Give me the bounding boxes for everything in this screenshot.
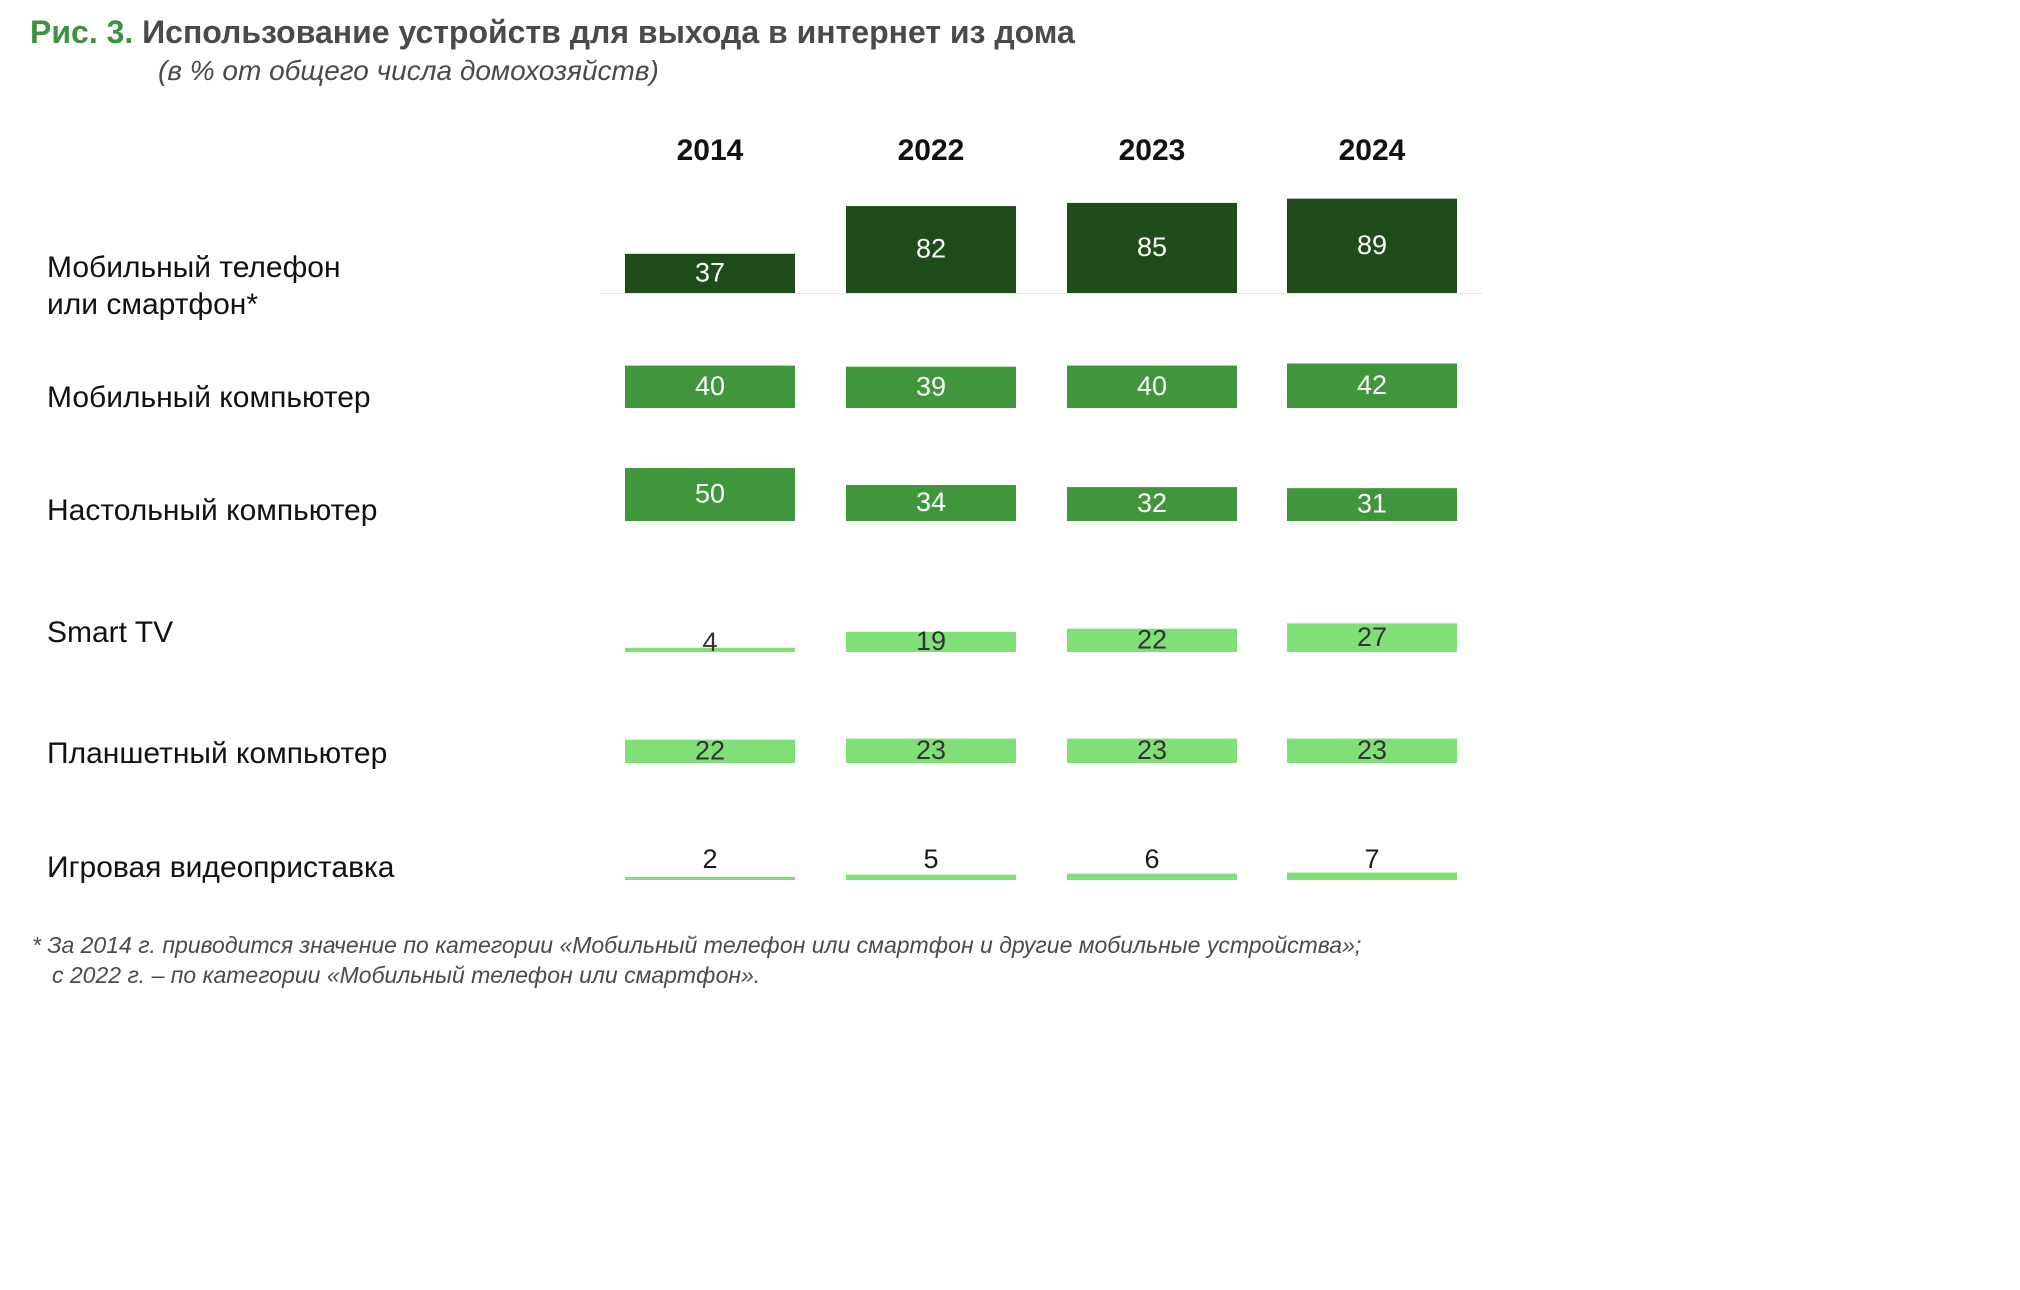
data-label: 7 bbox=[1364, 844, 1379, 874]
bar bbox=[1067, 738, 1237, 763]
bar bbox=[1287, 738, 1457, 763]
bar bbox=[846, 366, 1016, 408]
bar bbox=[1067, 487, 1237, 521]
bar bbox=[846, 631, 1016, 652]
data-label: 37 bbox=[695, 258, 725, 288]
bar bbox=[846, 206, 1016, 293]
bar bbox=[1287, 623, 1457, 652]
bar bbox=[1067, 628, 1237, 652]
bar bbox=[1287, 363, 1457, 408]
data-label: 85 bbox=[1137, 232, 1167, 262]
title-text: Использование устройств для выхода в инт… bbox=[142, 14, 1075, 50]
bar bbox=[1287, 872, 1457, 880]
bar-chart: 2014 2022 2023 2024 Мобильный телефон или сма… bbox=[47, 134, 1482, 884]
bar bbox=[1287, 198, 1457, 293]
footnote-line-2: с 2022 г. – по категории «Мобильный теле… bbox=[52, 962, 761, 988]
data-label: 34 bbox=[916, 487, 946, 517]
figure-number: Рис. 3. bbox=[30, 14, 134, 50]
bar bbox=[846, 874, 1016, 880]
data-label: 2 bbox=[702, 844, 717, 874]
data-label: 22 bbox=[695, 735, 725, 765]
bar bbox=[1287, 488, 1457, 521]
chart-subtitle: (в % от общего числа домохозяйств) bbox=[158, 55, 659, 86]
bar bbox=[1067, 365, 1237, 408]
bar bbox=[625, 647, 795, 652]
year-header: 2024 bbox=[1339, 134, 1406, 167]
row-label: Smart TV bbox=[47, 616, 173, 649]
data-label: 6 bbox=[1144, 844, 1159, 874]
data-label: 19 bbox=[916, 626, 946, 656]
data-label: 89 bbox=[1357, 230, 1387, 260]
data-label: 39 bbox=[916, 371, 946, 401]
row-label: Игровая видеоприставка bbox=[47, 851, 395, 884]
year-header: 2023 bbox=[1119, 134, 1186, 167]
data-label: 23 bbox=[916, 735, 946, 765]
bar bbox=[1067, 873, 1237, 880]
year-header: 2014 bbox=[677, 134, 744, 167]
data-label: 5 bbox=[923, 844, 938, 874]
data-label: 31 bbox=[1357, 489, 1387, 519]
data-label: 40 bbox=[695, 371, 725, 401]
row-label: или смартфон* bbox=[47, 288, 258, 321]
bar bbox=[625, 468, 795, 521]
bar bbox=[846, 738, 1016, 763]
bar bbox=[1067, 202, 1237, 293]
footnote-line-1: * За 2014 г. приводится значение по кате… bbox=[32, 932, 1362, 958]
data-label: 27 bbox=[1357, 622, 1387, 652]
chart-title: Рис. 3. Использование устройств для выхо… bbox=[30, 14, 1075, 51]
data-label: 42 bbox=[1357, 370, 1387, 400]
row-label: Мобильный компьютер bbox=[47, 381, 371, 414]
year-header: 2022 bbox=[898, 134, 965, 167]
data-label: 22 bbox=[1137, 624, 1167, 654]
bar bbox=[846, 484, 1016, 521]
bar bbox=[625, 365, 795, 408]
data-label: 23 bbox=[1357, 735, 1387, 765]
row-label: Настольный компьютер bbox=[47, 494, 377, 527]
data-label: 50 bbox=[695, 479, 725, 509]
bar bbox=[625, 253, 795, 293]
data-label: 32 bbox=[1137, 488, 1167, 518]
bar bbox=[625, 739, 795, 763]
data-label: 23 bbox=[1137, 735, 1167, 765]
footnote: * За 2014 г. приводится значение по кате… bbox=[32, 930, 1361, 990]
data-label: 82 bbox=[916, 234, 946, 264]
row-label: Мобильный телефон bbox=[47, 251, 341, 284]
data-label: 4 bbox=[702, 627, 717, 657]
row-label: Планшетный компьютер bbox=[47, 737, 387, 770]
data-label: 40 bbox=[1137, 371, 1167, 401]
bar bbox=[625, 877, 795, 880]
